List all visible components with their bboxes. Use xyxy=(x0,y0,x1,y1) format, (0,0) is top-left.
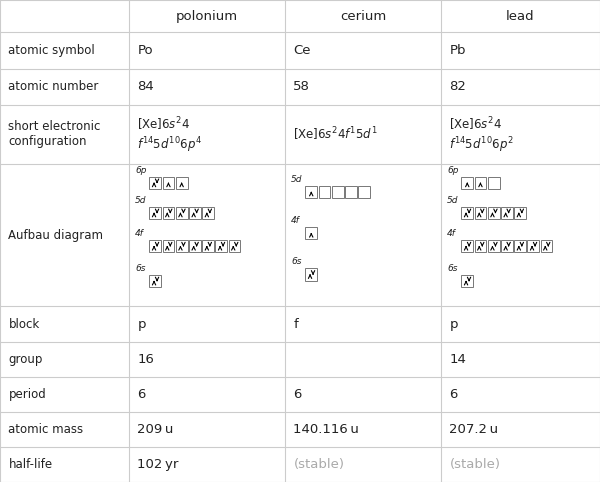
Text: 14: 14 xyxy=(449,353,466,366)
Bar xyxy=(163,177,175,189)
Text: 140.116 u: 140.116 u xyxy=(293,423,359,436)
Text: atomic number: atomic number xyxy=(8,80,99,94)
Bar xyxy=(176,240,188,253)
Text: Aufbau diagram: Aufbau diagram xyxy=(8,228,103,241)
Bar xyxy=(202,240,214,253)
Text: (stable): (stable) xyxy=(449,458,500,471)
Bar xyxy=(149,275,161,287)
Bar xyxy=(163,207,175,219)
Bar xyxy=(514,207,526,219)
Bar xyxy=(461,207,473,219)
Text: 6s: 6s xyxy=(447,264,458,273)
Bar xyxy=(149,240,161,253)
Bar xyxy=(319,186,331,198)
Text: half-life: half-life xyxy=(8,458,53,471)
Text: 6: 6 xyxy=(137,388,146,401)
Bar xyxy=(501,207,513,219)
Text: 4f: 4f xyxy=(135,229,144,238)
Text: cerium: cerium xyxy=(340,10,386,23)
Bar xyxy=(149,177,161,189)
Text: 6: 6 xyxy=(293,388,302,401)
Bar xyxy=(475,240,487,253)
Text: atomic mass: atomic mass xyxy=(8,423,83,436)
Text: $f^{14}5d^{10}6p^2$: $f^{14}5d^{10}6p^2$ xyxy=(449,135,514,155)
Bar xyxy=(475,207,487,219)
Text: f: f xyxy=(293,318,298,331)
Bar xyxy=(345,186,357,198)
Text: 5d: 5d xyxy=(291,175,302,184)
Bar xyxy=(488,177,499,189)
Text: [Xe]$6s^2$4: [Xe]$6s^2$4 xyxy=(449,115,502,133)
Text: Pb: Pb xyxy=(449,44,466,57)
Bar xyxy=(305,268,317,281)
Text: polonium: polonium xyxy=(176,10,238,23)
Text: atomic symbol: atomic symbol xyxy=(8,44,95,57)
Text: lead: lead xyxy=(506,10,535,23)
Text: 209 u: 209 u xyxy=(137,423,174,436)
Text: 58: 58 xyxy=(293,80,310,94)
Bar xyxy=(475,177,487,189)
Text: 4f: 4f xyxy=(447,229,456,238)
Bar xyxy=(305,227,317,240)
Text: 6s: 6s xyxy=(291,257,302,267)
Bar xyxy=(229,240,241,253)
Bar xyxy=(461,240,473,253)
Text: $f^{14}5d^{10}6p^4$: $f^{14}5d^{10}6p^4$ xyxy=(137,135,202,155)
Text: 6s: 6s xyxy=(135,264,146,273)
Bar xyxy=(501,240,513,253)
Text: 207.2 u: 207.2 u xyxy=(449,423,499,436)
Text: p: p xyxy=(449,318,458,331)
Bar xyxy=(488,240,499,253)
Bar xyxy=(215,240,227,253)
Text: (stable): (stable) xyxy=(293,458,344,471)
Text: 82: 82 xyxy=(449,80,466,94)
Text: 4f: 4f xyxy=(291,216,300,225)
Bar xyxy=(358,186,370,198)
Text: [Xe]$6s^2$4$f^1$5$d^1$: [Xe]$6s^2$4$f^1$5$d^1$ xyxy=(293,126,378,143)
Text: 6p: 6p xyxy=(135,166,146,175)
Text: short electronic
configuration: short electronic configuration xyxy=(8,120,101,148)
Bar xyxy=(189,240,201,253)
Text: 5d: 5d xyxy=(135,196,146,205)
Text: group: group xyxy=(8,353,43,366)
Text: p: p xyxy=(137,318,146,331)
Text: [Xe]$6s^2$4: [Xe]$6s^2$4 xyxy=(137,115,190,133)
Bar xyxy=(514,240,526,253)
Bar xyxy=(541,240,553,253)
Bar xyxy=(461,275,473,287)
Bar xyxy=(488,207,499,219)
Bar xyxy=(176,177,188,189)
Bar xyxy=(149,207,161,219)
Text: 5d: 5d xyxy=(447,196,458,205)
Text: 6: 6 xyxy=(449,388,458,401)
Bar xyxy=(189,207,201,219)
Bar xyxy=(332,186,343,198)
Bar xyxy=(163,240,175,253)
Bar xyxy=(305,186,317,198)
Bar xyxy=(202,207,214,219)
Text: 16: 16 xyxy=(137,353,154,366)
Text: 84: 84 xyxy=(137,80,154,94)
Text: 102 yr: 102 yr xyxy=(137,458,179,471)
Text: 6p: 6p xyxy=(447,166,458,175)
Text: block: block xyxy=(8,318,40,331)
Text: Ce: Ce xyxy=(293,44,311,57)
Bar xyxy=(176,207,188,219)
Bar xyxy=(461,177,473,189)
Bar xyxy=(527,240,539,253)
Text: period: period xyxy=(8,388,46,401)
Text: Po: Po xyxy=(137,44,153,57)
